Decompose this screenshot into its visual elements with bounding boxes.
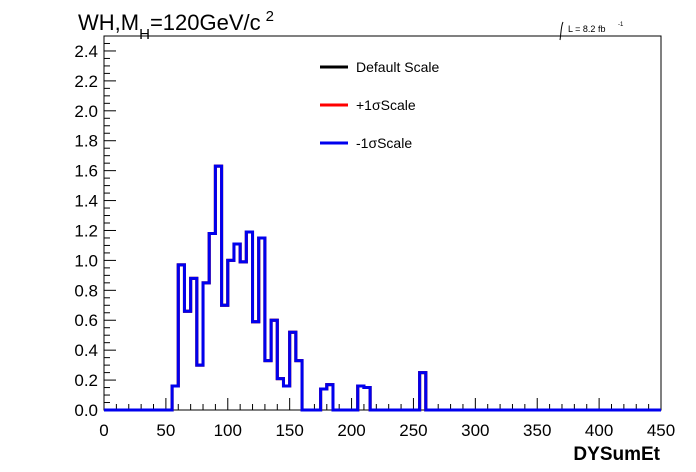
x-tick-label: 100 [214, 421, 242, 440]
legend-label: Default Scale [356, 59, 439, 75]
y-tick-label: 1.8 [74, 132, 98, 151]
y-tick-label: 0.2 [74, 371, 98, 390]
plot-frame [103, 35, 662, 411]
x-tick-label: 200 [337, 421, 365, 440]
title-superscript: 2 [266, 8, 274, 25]
y-tick-label: 1.4 [74, 192, 98, 211]
y-tick-label: 0.6 [74, 311, 98, 330]
x-axis-label: DYSumEt [573, 444, 660, 465]
y-tick-label: 1.2 [74, 221, 98, 240]
lumi-superscript: -1 [618, 22, 624, 28]
integral-symbol [559, 21, 564, 41]
x-axis: 0 50 100 150 200 250 300 350 400 450 [99, 398, 675, 440]
title-subscript: H [139, 26, 150, 43]
title-main: WH,M [78, 10, 139, 35]
series-line-2 [104, 164, 661, 412]
x-tick-label: 450 [647, 421, 675, 440]
title-tail: =120GeV/c [150, 10, 261, 35]
y-tick-label: 0.0 [74, 401, 98, 420]
legend-label: +1σScale [356, 97, 416, 113]
y-tick-label: 1.0 [74, 251, 98, 270]
x-tick-label: 350 [523, 421, 551, 440]
y-tick-label: 0.4 [74, 341, 98, 360]
y-tick-label: 1.6 [74, 162, 98, 181]
lumi-label: L = 8.2 fb [568, 24, 605, 34]
legend: Default Scale +1σScale -1σScale [320, 59, 439, 151]
histogram-series [104, 164, 661, 412]
legend-label: -1σScale [356, 135, 412, 151]
y-tick-label: 2.2 [74, 72, 98, 91]
y-tick-label: 2.4 [74, 42, 98, 61]
x-tick-label: 150 [275, 421, 303, 440]
lumi-annotation: L = 8.2 fb -1 [559, 21, 624, 41]
chart-title: WH,MH=120GeV/c 2 [78, 8, 274, 43]
series-line-0 [104, 164, 661, 412]
x-tick-label: 50 [156, 421, 175, 440]
y-tick-label: 0.8 [74, 281, 98, 300]
y-tick-label: 2.0 [74, 102, 98, 121]
x-tick-label: 400 [585, 421, 613, 440]
y-axis: 0.0 0.2 0.4 0.6 0.8 1.0 1.2 1.4 1.6 1.8 2.0 2.2 2.4 [74, 35, 116, 420]
x-tick-label: 250 [399, 421, 427, 440]
x-tick-label: 300 [461, 421, 489, 440]
series-line-1 [104, 164, 661, 412]
x-tick-label: 0 [99, 421, 108, 440]
